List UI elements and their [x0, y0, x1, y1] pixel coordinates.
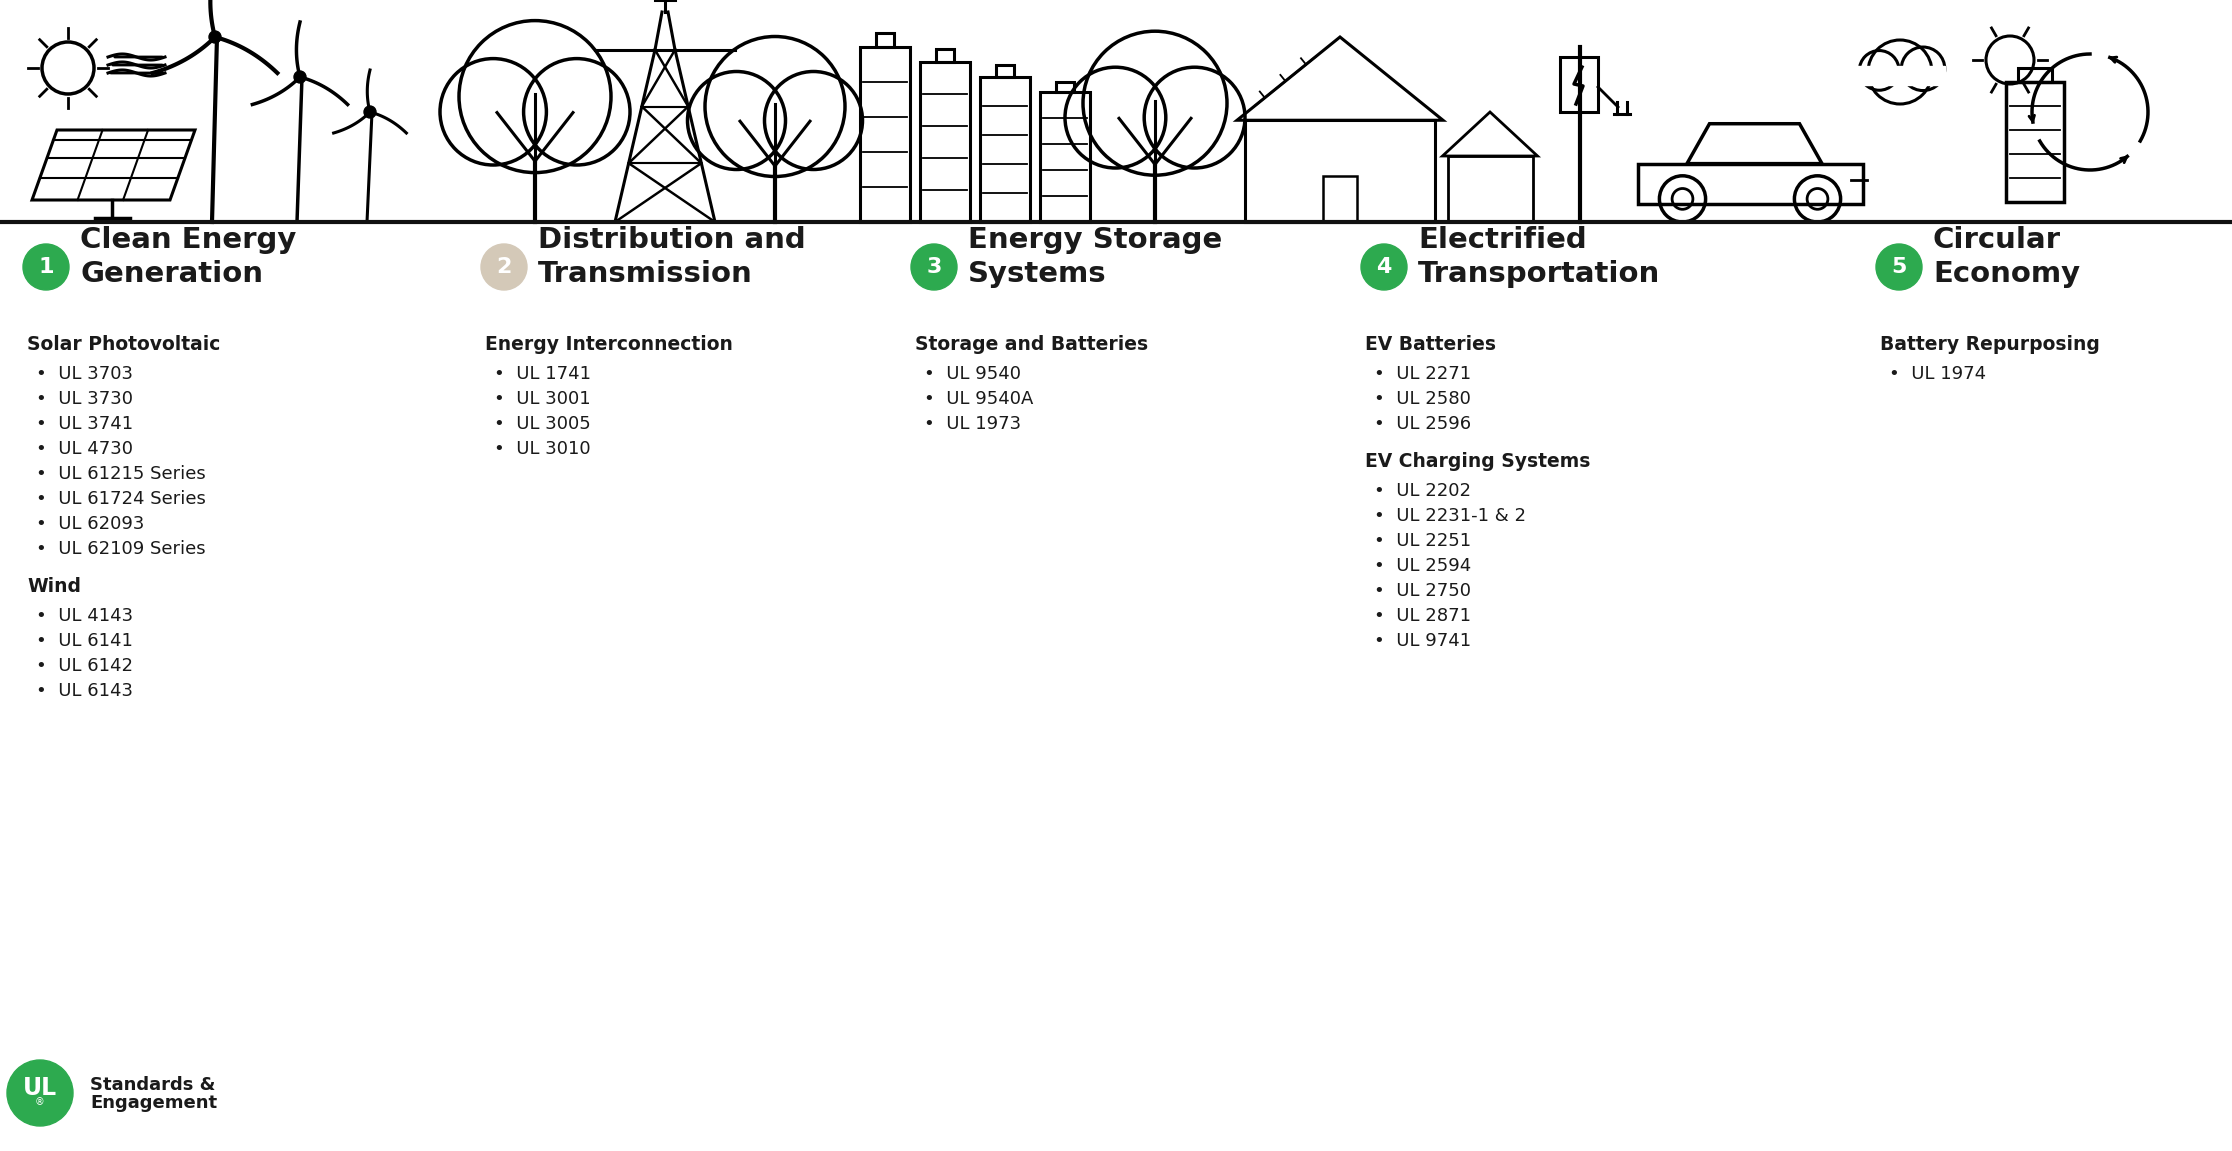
Text: Energy Storage
Systems: Energy Storage Systems	[969, 226, 1223, 288]
Circle shape	[295, 71, 306, 83]
Bar	[2018, 68, 2053, 82]
Text: Circular
Economy: Circular Economy	[1933, 226, 2080, 288]
Text: •  UL 2594: • UL 2594	[1375, 557, 1471, 576]
Text: •  UL 2580: • UL 2580	[1375, 390, 1471, 407]
Text: •  UL 3005: • UL 3005	[493, 416, 591, 433]
Text: •  UL 2202: • UL 2202	[1375, 482, 1471, 500]
Text: •  UL 1974: • UL 1974	[1888, 365, 1986, 383]
Text: •  UL 3730: • UL 3730	[36, 390, 134, 407]
Text: •  UL 6142: • UL 6142	[36, 657, 134, 674]
Text: •  UL 2251: • UL 2251	[1375, 532, 1471, 550]
Text: Engagement: Engagement	[89, 1093, 217, 1112]
Text: •  UL 9741: • UL 9741	[1375, 632, 1471, 650]
Text: 5: 5	[1891, 257, 1906, 277]
Text: •  UL 2271: • UL 2271	[1375, 365, 1471, 383]
Text: •  UL 4143: • UL 4143	[36, 607, 134, 625]
Circle shape	[22, 244, 69, 290]
Text: Wind: Wind	[27, 577, 80, 596]
Bar	[1040, 92, 1089, 222]
Text: ®: ®	[36, 1097, 45, 1107]
Text: •  UL 2596: • UL 2596	[1375, 416, 1471, 433]
Text: •  UL 4730: • UL 4730	[36, 440, 134, 458]
Text: 1: 1	[38, 257, 54, 277]
Text: EV Charging Systems: EV Charging Systems	[1366, 452, 1591, 471]
Text: •  UL 1973: • UL 1973	[924, 416, 1020, 433]
Text: UL: UL	[22, 1076, 58, 1100]
Text: •  UL 3010: • UL 3010	[493, 440, 591, 458]
Text: •  UL 3703: • UL 3703	[36, 365, 134, 383]
Text: •  UL 62109 Series: • UL 62109 Series	[36, 540, 205, 558]
Text: Electrified
Transportation: Electrified Transportation	[1417, 226, 1661, 288]
Bar	[935, 49, 953, 62]
Bar	[1324, 176, 1357, 222]
Text: •  UL 6143: • UL 6143	[36, 683, 134, 700]
Bar	[1560, 58, 1598, 112]
Text: Solar Photovoltaic: Solar Photovoltaic	[27, 335, 221, 355]
Text: 3: 3	[926, 257, 942, 277]
Bar	[2007, 82, 2065, 201]
Text: •  UL 2871: • UL 2871	[1375, 607, 1471, 625]
Text: •  UL 9540A: • UL 9540A	[924, 390, 1033, 407]
Bar	[995, 66, 1013, 77]
Text: •  UL 62093: • UL 62093	[36, 514, 145, 533]
Text: •  UL 61215 Series: • UL 61215 Series	[36, 465, 205, 483]
Text: Storage and Batteries: Storage and Batteries	[915, 335, 1147, 355]
Circle shape	[1877, 244, 1922, 290]
Text: •  UL 3001: • UL 3001	[493, 390, 591, 407]
Text: Battery Repurposing: Battery Repurposing	[1879, 335, 2100, 355]
Text: •  UL 3741: • UL 3741	[36, 416, 134, 433]
Text: Energy Interconnection: Energy Interconnection	[484, 335, 732, 355]
Text: 4: 4	[1377, 257, 1393, 277]
Text: •  UL 9540: • UL 9540	[924, 365, 1020, 383]
Text: 2: 2	[496, 257, 511, 277]
Bar	[1855, 66, 1944, 85]
Bar	[1056, 82, 1074, 92]
Circle shape	[1362, 244, 1406, 290]
Text: Standards &: Standards &	[89, 1076, 214, 1093]
Circle shape	[482, 244, 527, 290]
Text: •  UL 1741: • UL 1741	[493, 365, 591, 383]
Text: EV Batteries: EV Batteries	[1366, 335, 1495, 355]
Text: •  UL 6141: • UL 6141	[36, 632, 134, 650]
Bar	[859, 47, 911, 222]
Circle shape	[364, 106, 375, 119]
Bar	[920, 62, 971, 222]
Text: •  UL 2231-1 & 2: • UL 2231-1 & 2	[1375, 506, 1527, 525]
Circle shape	[210, 31, 221, 43]
Text: Clean Energy
Generation: Clean Energy Generation	[80, 226, 297, 288]
Circle shape	[911, 244, 958, 290]
Text: •  UL 61724 Series: • UL 61724 Series	[36, 490, 205, 508]
Bar	[1638, 163, 1861, 204]
Text: •  UL 2750: • UL 2750	[1375, 582, 1471, 600]
Bar	[980, 77, 1029, 222]
Bar	[1449, 157, 1533, 222]
Bar	[877, 33, 893, 47]
Text: Distribution and
Transmission: Distribution and Transmission	[538, 226, 806, 288]
Circle shape	[7, 1060, 74, 1126]
Bar	[1245, 120, 1435, 222]
